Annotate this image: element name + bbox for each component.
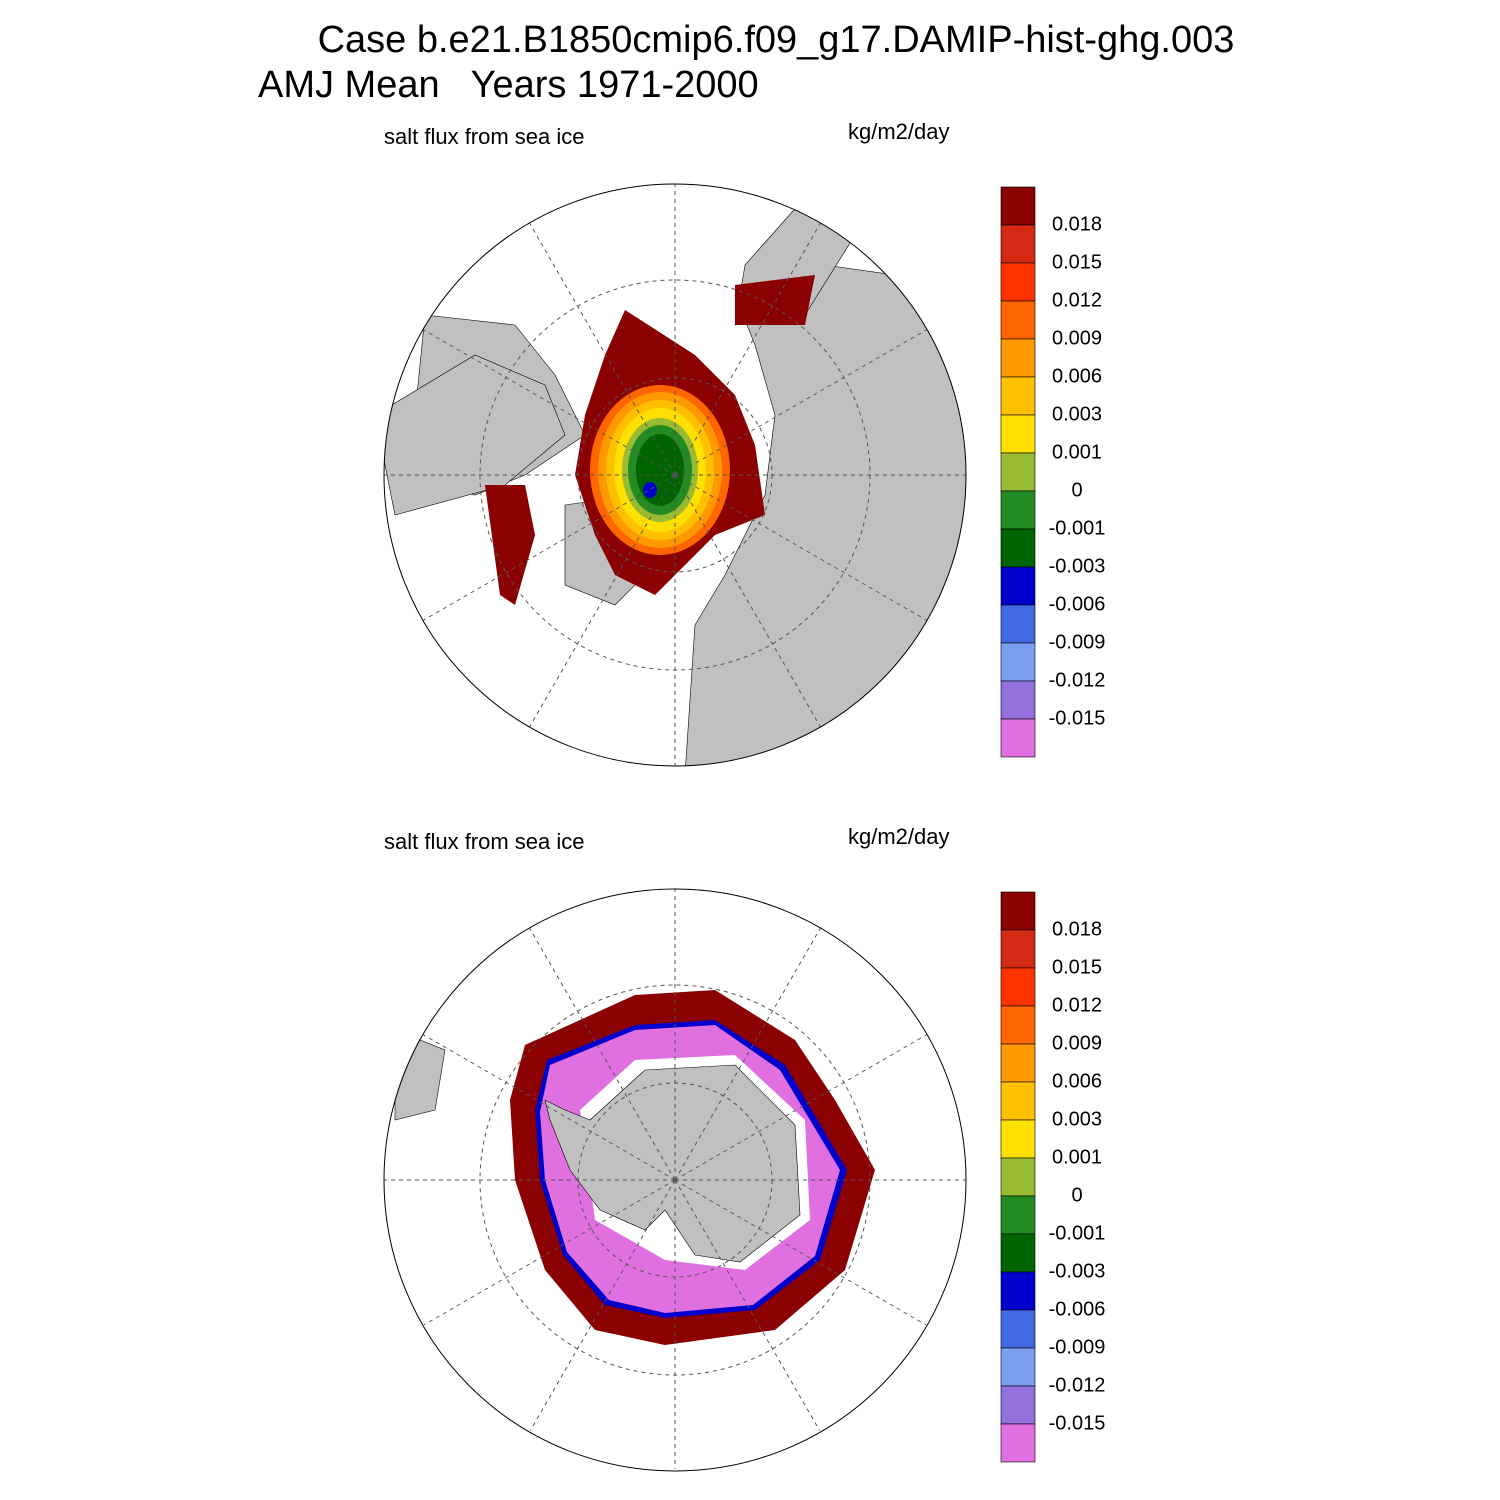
graticule bbox=[674, 1034, 928, 1181]
colorbar-box bbox=[1000, 604, 1036, 644]
colorbar-box bbox=[1000, 262, 1036, 302]
colorbar-box bbox=[1000, 300, 1036, 340]
colorbar-box bbox=[1000, 1385, 1036, 1425]
colorbar-label: 0.009 bbox=[1052, 327, 1102, 349]
colorbar-label: -0.006 bbox=[1049, 1298, 1106, 1320]
colorbar-label: -0.009 bbox=[1049, 631, 1106, 653]
graticule bbox=[674, 1179, 928, 1326]
title: Case b.e21.B1850cmip6.f09_g17.DAMIP-hist… bbox=[318, 19, 1235, 61]
colorbar-label: 0.003 bbox=[1052, 1108, 1102, 1130]
colorbar-box bbox=[1000, 452, 1036, 492]
subtitle: AMJ Mean Years 1971-2000 bbox=[258, 64, 759, 106]
colorbar-label: -0.001 bbox=[1049, 517, 1106, 539]
graticule bbox=[529, 474, 676, 728]
colorbar-label: 0.015 bbox=[1052, 956, 1102, 978]
colorbar-box bbox=[1000, 1423, 1036, 1463]
colorbar-box bbox=[1000, 1195, 1036, 1235]
colorbar-box bbox=[1000, 376, 1036, 416]
colorbar-label: 0 bbox=[1071, 479, 1082, 501]
colorbar-label: -0.009 bbox=[1049, 1336, 1106, 1358]
graticule bbox=[529, 927, 676, 1181]
colorbar-box bbox=[1000, 642, 1036, 682]
colorbar-box bbox=[1000, 528, 1036, 568]
panel-title: salt flux from sea ice bbox=[384, 829, 585, 854]
colorbar-box bbox=[1000, 967, 1036, 1007]
colorbar-box bbox=[1000, 718, 1036, 758]
field bbox=[735, 275, 815, 325]
colorbar-box bbox=[1000, 414, 1036, 454]
colorbar-box bbox=[1000, 929, 1036, 969]
colorbar-label: -0.001 bbox=[1049, 1222, 1106, 1244]
colorbar-box bbox=[1000, 1043, 1036, 1083]
colorbar-label: 0.006 bbox=[1052, 1070, 1102, 1092]
field bbox=[643, 482, 657, 498]
colorbar-box bbox=[1000, 1233, 1036, 1273]
graticule bbox=[674, 474, 928, 621]
colorbar-box bbox=[1000, 566, 1036, 606]
colorbar-label: -0.003 bbox=[1049, 555, 1106, 577]
colorbar-label: -0.012 bbox=[1049, 1374, 1106, 1396]
colorbar-label: -0.003 bbox=[1049, 1260, 1106, 1282]
map-border bbox=[383, 888, 967, 1472]
colorbar-label: 0.012 bbox=[1052, 994, 1102, 1016]
units: kg/m2/day bbox=[848, 119, 950, 144]
land bbox=[544, 1064, 801, 1263]
graticule bbox=[674, 1179, 821, 1433]
colorbar-box bbox=[1000, 1309, 1036, 1349]
colorbar-box bbox=[1000, 1005, 1036, 1045]
colorbar-box bbox=[1000, 1271, 1036, 1311]
colorbar-label: -0.012 bbox=[1049, 669, 1106, 691]
units: kg/m2/day bbox=[848, 824, 950, 849]
graticule bbox=[422, 329, 676, 476]
colorbar-box bbox=[1000, 680, 1036, 720]
colorbar-label: 0 bbox=[1071, 1184, 1082, 1206]
colorbar-box bbox=[1000, 1347, 1036, 1387]
graticule bbox=[422, 474, 676, 621]
graticule bbox=[529, 222, 676, 476]
colorbar-label: 0.015 bbox=[1052, 251, 1102, 273]
colorbar-box bbox=[1000, 490, 1036, 530]
map bbox=[384, 184, 966, 766]
colorbar-label: 0.006 bbox=[1052, 365, 1102, 387]
panel-title: salt flux from sea ice bbox=[384, 124, 585, 149]
graticule bbox=[674, 474, 821, 728]
colorbar-label: 0.012 bbox=[1052, 289, 1102, 311]
colorbar-box bbox=[1000, 1157, 1036, 1197]
colorbar-label: 0.003 bbox=[1052, 403, 1102, 425]
colorbar-box bbox=[1000, 186, 1036, 226]
land bbox=[384, 354, 566, 516]
colorbar-box bbox=[1000, 1081, 1036, 1121]
field bbox=[485, 485, 535, 605]
colorbar-box bbox=[1000, 338, 1036, 378]
map-border bbox=[383, 183, 967, 767]
field bbox=[636, 434, 684, 506]
graticule bbox=[529, 1179, 676, 1433]
graticule bbox=[674, 927, 821, 1181]
colorbar-label: -0.015 bbox=[1049, 707, 1106, 729]
colorbar-label: 0.001 bbox=[1052, 1146, 1102, 1168]
graticule bbox=[422, 1034, 676, 1181]
colorbar-label: -0.006 bbox=[1049, 593, 1106, 615]
colorbar-label: 0.001 bbox=[1052, 441, 1102, 463]
colorbar-label: 0.018 bbox=[1052, 918, 1102, 940]
colorbar-label: 0.009 bbox=[1052, 1032, 1102, 1054]
graticule bbox=[674, 222, 821, 476]
colorbar-label: -0.015 bbox=[1049, 1412, 1106, 1434]
colorbar-box bbox=[1000, 1119, 1036, 1159]
colorbar-box bbox=[1000, 224, 1036, 264]
map bbox=[384, 889, 966, 1469]
graticule bbox=[422, 1179, 676, 1326]
colorbar-label: 0.018 bbox=[1052, 213, 1102, 235]
colorbar-box bbox=[1000, 891, 1036, 931]
graticule bbox=[674, 329, 928, 476]
